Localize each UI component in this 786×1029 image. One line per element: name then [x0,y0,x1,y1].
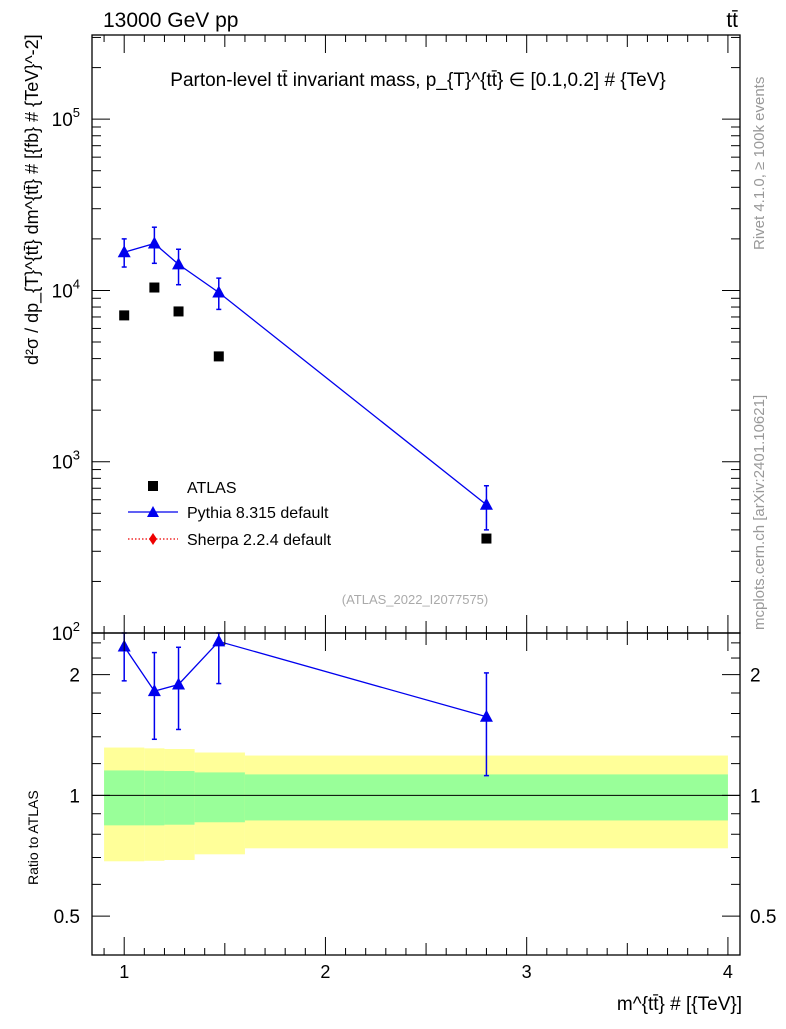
ratio-y-tick-label-right: 1 [750,786,761,807]
legend-sherpa-label: Sherpa 2.2.4 default [187,532,332,549]
x-tick-label: 2 [320,962,330,982]
ratio-pythia-point [172,677,186,690]
ratio-pythia-point [147,684,161,697]
uncertainty-band-green [244,774,728,821]
ratio-y-label: Ratio to ATLAS [25,790,41,885]
atlas-point [481,533,492,544]
ratio-y-tick-label-left: 1 [69,786,80,807]
chart-title: Parton-level tt̄ invariant mass, p_{T}^{… [170,70,665,91]
pythia-point [172,257,186,270]
side-label-mcplots: mcplots.cern.ch [arXiv:2401.10621] [751,395,768,630]
x-tick-label: 4 [723,962,733,982]
ratio-panel [92,632,740,862]
ratio-frame [91,632,741,956]
main-y-label: d²σ / dp_{T}^{tt̄} dm^{tt̄} # [{fb} # {T… [22,34,43,365]
legend-pythia-label: Pythia 8.315 default [187,505,329,522]
atlas-point [149,282,160,293]
uncertainty-band-green [194,772,245,823]
header-left: 13000 GeV pp [103,9,238,32]
atlas-point [213,351,224,362]
header-right: tt̄ [726,9,738,32]
pythia-point [117,245,131,258]
y-tick-label: 103 [52,448,80,474]
legend-atlas-marker [148,481,158,491]
legend-sherpa-marker [149,533,157,545]
pythia-point [212,285,226,298]
ratio-pythia-point [479,709,493,722]
ratio-pythia-point [212,634,226,647]
axes: 1 2 3 4 102 103 104 105 0.5 0.5 1 1 2 2 [52,34,776,982]
uncertainty-band-green [104,770,145,826]
x-axis-label: m^{tt̄} # [{TeV}] [617,994,742,1015]
uncertainty-band-green [144,770,165,826]
legend: ATLAS Pythia 8.315 default Sherpa 2.2.4 … [128,480,332,549]
y-tick-label: 102 [52,619,80,645]
y-tick-label: 105 [52,105,80,131]
ratio-y-tick-label-left: 2 [69,666,80,687]
ratio-y-tick-label-right: 0.5 [750,907,776,928]
x-tick-label: 3 [522,962,532,982]
uncertainty-band-green [164,771,195,825]
x-tick-label: 1 [119,962,129,982]
pythia-point [147,236,161,249]
watermark: (ATLAS_2022_I2077575) [342,592,488,607]
y-tick-label: 104 [52,276,80,302]
pythia-point [479,497,493,510]
atlas-point [173,306,184,317]
atlas-point [119,310,130,321]
side-label-rivet: Rivet 4.1.0, ≥ 100k events [751,77,768,250]
main-panel [117,226,493,544]
ratio-y-tick-label-left: 0.5 [54,907,80,928]
legend-atlas-label: ATLAS [187,480,237,497]
legend-pythia-marker [147,506,159,517]
ratio-y-tick-label-right: 2 [750,666,761,687]
